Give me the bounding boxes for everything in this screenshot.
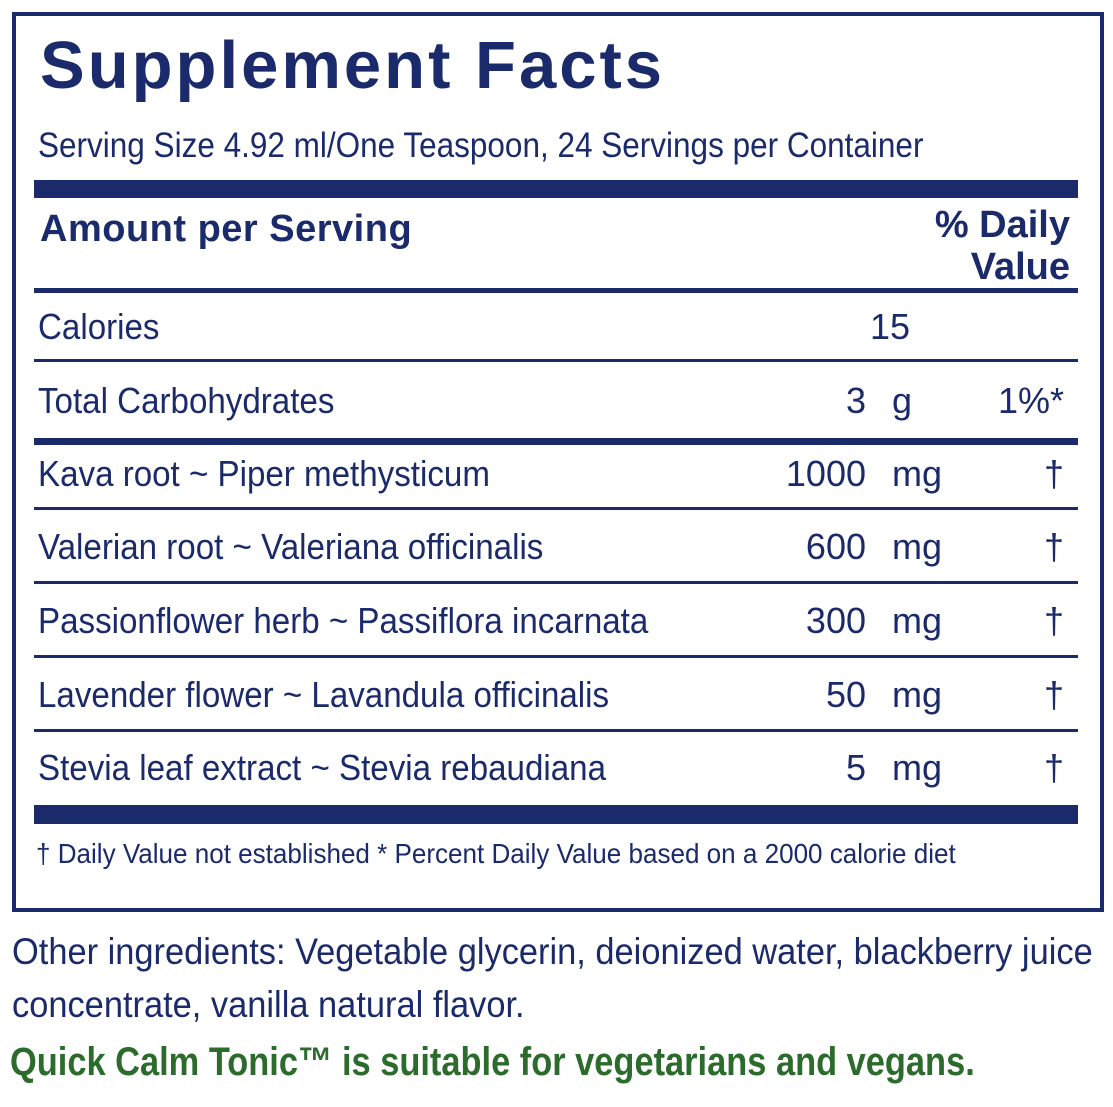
ingredient-name: Lavender flower ~ Lavandula officinalis <box>38 674 610 715</box>
footnote: † Daily Value not established * Percent … <box>36 838 956 869</box>
ingredient-dv: † <box>1043 747 1064 788</box>
ingredient-row: Lavender flower ~ Lavandula officinalis … <box>34 662 1078 728</box>
other-ingredients: Other ingredients: Vegetable glycerin, d… <box>12 931 1093 1025</box>
ingredient-dv: † <box>1043 526 1064 567</box>
ingredient-unit: mg <box>892 747 943 788</box>
panel-title: Supplement Facts <box>40 28 666 103</box>
carbohydrates-row: Total Carbohydrates 3 g 1%* <box>34 368 1078 434</box>
ingredient-row: Stevia leaf extract ~ Stevia rebaudiana … <box>34 735 1078 801</box>
ingredient-unit: mg <box>892 600 943 641</box>
ingredient-name: Stevia leaf extract ~ Stevia rebaudiana <box>38 747 606 788</box>
ingredient-unit: mg <box>892 453 943 494</box>
thick-divider-bottom <box>34 805 1078 824</box>
ingredient-amount: 50 <box>825 674 866 715</box>
ingredient-name: Valerian root ~ Valeriana officinalis <box>38 526 544 567</box>
ingredient-amount: 1000 <box>785 453 866 494</box>
ingredient-amount: 600 <box>805 526 866 567</box>
ingredient-dv: † <box>1043 674 1064 715</box>
ingredient-name: Passionflower herb ~ Passiflora incarnat… <box>38 600 649 641</box>
thick-divider-middle <box>34 438 1078 445</box>
header-divider <box>34 288 1078 293</box>
row-divider <box>34 359 1078 362</box>
carbohydrates-unit: g <box>892 380 913 421</box>
vegan-statement: Quick Calm Tonic™ is suitable for vegeta… <box>10 1040 975 1084</box>
ingredient-row: Valerian root ~ Valeriana officinalis 60… <box>34 514 1078 580</box>
carbohydrates-dv: 1%* <box>997 380 1064 421</box>
row-divider <box>34 581 1078 584</box>
calories-value: 15 <box>870 306 911 347</box>
ingredient-amount: 5 <box>845 747 866 788</box>
row-divider <box>34 507 1078 510</box>
calories-label: Calories <box>38 306 160 347</box>
ingredient-amount: 300 <box>805 600 866 641</box>
ingredient-row: Passionflower herb ~ Passiflora incarnat… <box>34 588 1078 654</box>
daily-value-header-line1: % Daily <box>934 204 1070 246</box>
serving-size: Serving Size 4.92 ml/One Teaspoon, 24 Se… <box>38 126 924 165</box>
ingredient-dv: † <box>1043 453 1064 494</box>
supplement-facts-panel: Supplement Facts Serving Size 4.92 ml/On… <box>12 12 1104 912</box>
daily-value-header-line2: Value <box>970 246 1070 288</box>
thick-divider-top <box>34 180 1078 198</box>
ingredient-dv: † <box>1043 600 1064 641</box>
amount-per-serving-header: Amount per Serving <box>40 208 413 250</box>
ingredient-name: Kava root ~ Piper methysticum <box>38 453 490 494</box>
row-divider <box>34 729 1078 732</box>
carbohydrates-amount: 3 <box>845 380 866 421</box>
ingredient-row: Kava root ~ Piper methysticum 1000 mg † <box>34 441 1078 507</box>
ingredient-unit: mg <box>892 526 943 567</box>
row-divider <box>34 655 1078 658</box>
calories-row: Calories 15 <box>34 294 1078 360</box>
ingredient-unit: mg <box>892 674 943 715</box>
daily-value-header: % Daily Value <box>850 204 1070 288</box>
carbohydrates-label: Total Carbohydrates <box>38 380 335 421</box>
